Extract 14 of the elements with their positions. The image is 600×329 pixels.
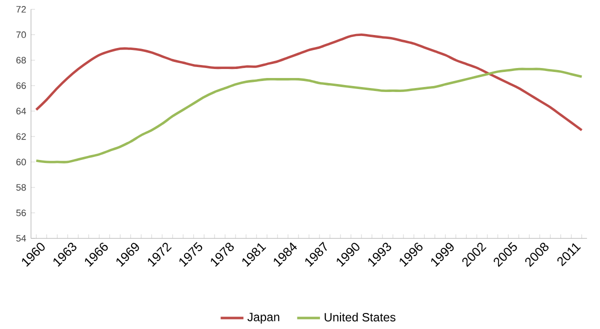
y-tick-label: 72 xyxy=(16,6,26,13)
legend-label: Japan xyxy=(247,312,280,324)
legend-label: United States xyxy=(324,312,396,322)
y-tick-label: 70 xyxy=(16,31,26,38)
y-tick-label: 58 xyxy=(16,184,26,191)
y-tick-label: 68 xyxy=(16,56,26,64)
y-tick-label: 66 xyxy=(16,82,26,89)
line-series xyxy=(35,34,583,132)
y-tick-label: 62 xyxy=(16,133,26,140)
y-tick-label: 54 xyxy=(16,235,26,242)
line-series xyxy=(35,68,583,164)
y-tick-label: 60 xyxy=(16,158,26,166)
y-tick-label: 56 xyxy=(16,210,26,216)
y-tick-label: 64 xyxy=(16,108,26,114)
